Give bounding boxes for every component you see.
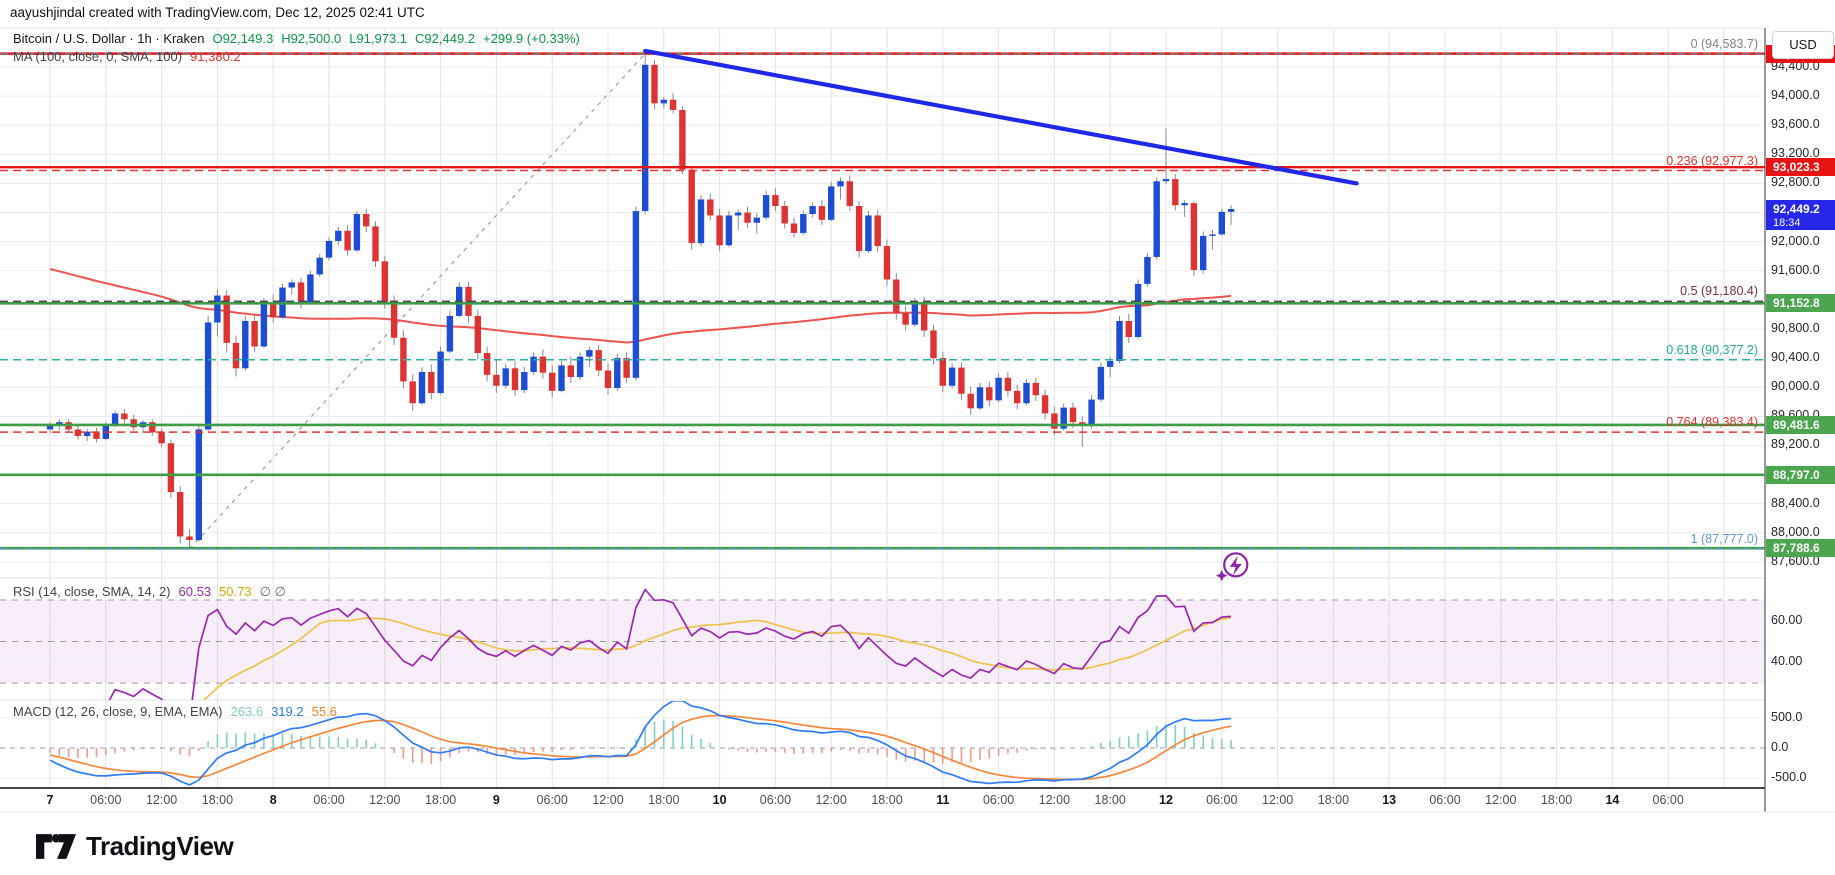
macd-tick: 500.0 (1771, 710, 1803, 724)
rsi-legend[interactable]: RSI (14, close, SMA, 14, 2) 60.53 50.73 ∅ ∅ (13, 584, 294, 600)
time-label: 06:00 (313, 793, 345, 807)
brand-name[interactable]: TradingView (86, 831, 234, 861)
price-tag: 93,023.3 (1766, 158, 1835, 177)
tradingview-logo-icon[interactable] (36, 831, 76, 862)
price-tag: 92,449.2 18:34 (1766, 199, 1835, 230)
time-label: 06:00 (1206, 793, 1238, 807)
credit-line: aayushjindal created with TradingView.co… (10, 5, 425, 20)
change-value: +299.9 (+0.33%) (483, 31, 580, 46)
time-label: 9 (492, 793, 500, 807)
rsi-label: RSI (14, close, SMA, 14, 2) (13, 584, 171, 599)
time-label: 12:00 (369, 793, 401, 807)
price-tick: 90,000.0 (1771, 379, 1820, 394)
symbol-legend[interactable]: Bitcoin / U.S. Dollar · 1h · Kraken O92,1… (13, 31, 588, 46)
time-label: 06:00 (90, 793, 122, 807)
price-tag: 91,152.8 (1766, 294, 1835, 313)
time-label: 12:00 (1261, 793, 1294, 807)
time-label: 12:00 (145, 793, 178, 807)
price-tick: 88,400.0 (1771, 495, 1820, 510)
fib-label: 0.5 (91,180.4) (1680, 284, 1758, 299)
macd-tick: 0.0 (1771, 740, 1789, 754)
price-tag: 87,788.6 (1766, 539, 1835, 558)
rsi-sma-value: 50.73 (219, 584, 252, 599)
time-label: 06:00 (536, 793, 568, 807)
price-tick: 93,200.0 (1771, 146, 1820, 161)
macd-label: MACD (12, 26, close, 9, EMA, EMA) (13, 704, 223, 719)
time-label: 12:00 (1485, 793, 1517, 807)
currency-button[interactable]: USD (1772, 31, 1834, 59)
macd-value: 319.2 (271, 704, 304, 719)
price-tick: 91,600.0 (1771, 262, 1820, 277)
price-tick: 94,000.0 (1771, 88, 1820, 103)
time-label: 18:00 (424, 793, 457, 807)
time-label: 12 (1159, 793, 1173, 807)
price-tick: 92,000.0 (1771, 233, 1820, 248)
time-label: 06:00 (982, 793, 1015, 807)
time-label: 18:00 (871, 793, 903, 807)
rsi-value: 60.53 (178, 584, 212, 599)
fib-label: 0.764 (89,383.4) (1666, 415, 1758, 430)
fib-label: 0.236 (92,977.3) (1666, 153, 1758, 168)
macd-signal-value: 55.6 (311, 704, 337, 719)
ma-label: MA (100, close, 0, SMA, 100) (13, 49, 183, 64)
time-label: 7 (46, 793, 54, 807)
time-label: 8 (269, 793, 277, 807)
time-label: 06:00 (1429, 793, 1461, 807)
price-tick: 92,800.0 (1771, 175, 1820, 190)
rsi-extra: ∅ ∅ (259, 584, 286, 599)
time-label: 18:00 (648, 793, 680, 807)
macd-hist-value: 263.6 (230, 704, 264, 719)
time-label: 11 (936, 793, 950, 807)
time-label: 12:00 (592, 793, 624, 807)
fib-label: 1 (87,777.0) (1690, 532, 1758, 547)
time-label: 18:00 (201, 793, 234, 807)
time-label: 13 (1382, 793, 1397, 807)
time-label: 06:00 (1652, 793, 1684, 807)
ma-value: 91,380.2 (190, 49, 241, 64)
price-tick: 93,600.0 (1771, 117, 1820, 132)
low-value: L91,973.1 (349, 31, 408, 46)
time-label: 18:00 (1540, 793, 1573, 807)
price-tick: 89,200.0 (1771, 437, 1820, 452)
price-tick: 88,000.0 (1771, 524, 1820, 539)
price-tick: 87,600.0 (1771, 553, 1820, 568)
ma-legend[interactable]: MA (100, close, 0, SMA, 100) 91,380.2 (13, 49, 249, 64)
open-value: O92,149.3 (212, 31, 274, 46)
macd-tick: -500.0 (1771, 770, 1807, 784)
high-value: H92,500.0 (281, 31, 342, 46)
price-tick: 90,400.0 (1771, 350, 1820, 365)
price-tag: 89,481.6 (1766, 415, 1835, 434)
time-label: 12:00 (1038, 793, 1071, 807)
close-value: C92,449.2 (415, 31, 476, 46)
price-tag: 88,797.0 (1766, 465, 1835, 484)
rsi-tick: 60.00 (1771, 612, 1803, 627)
time-label: 10 (712, 793, 727, 807)
time-label: 12:00 (815, 793, 847, 807)
fib-label: 0 (94,583.7) (1690, 36, 1758, 51)
spark-icon[interactable] (1215, 552, 1249, 582)
time-label: 06:00 (759, 793, 792, 807)
rsi-tick: 40.00 (1771, 654, 1803, 669)
footer: TradingView (36, 831, 234, 862)
price-tick: 90,800.0 (1771, 321, 1820, 335)
macd-legend[interactable]: MACD (12, 26, close, 9, EMA, EMA) 263.6 31… (13, 704, 345, 719)
time-label: 18:00 (1317, 793, 1350, 807)
time-label: 14 (1605, 793, 1620, 807)
fib-label: 0.618 (90,377.2) (1666, 342, 1758, 357)
symbol-title: Bitcoin / U.S. Dollar · 1h · Kraken (13, 31, 205, 46)
time-label: 18:00 (1094, 793, 1126, 807)
